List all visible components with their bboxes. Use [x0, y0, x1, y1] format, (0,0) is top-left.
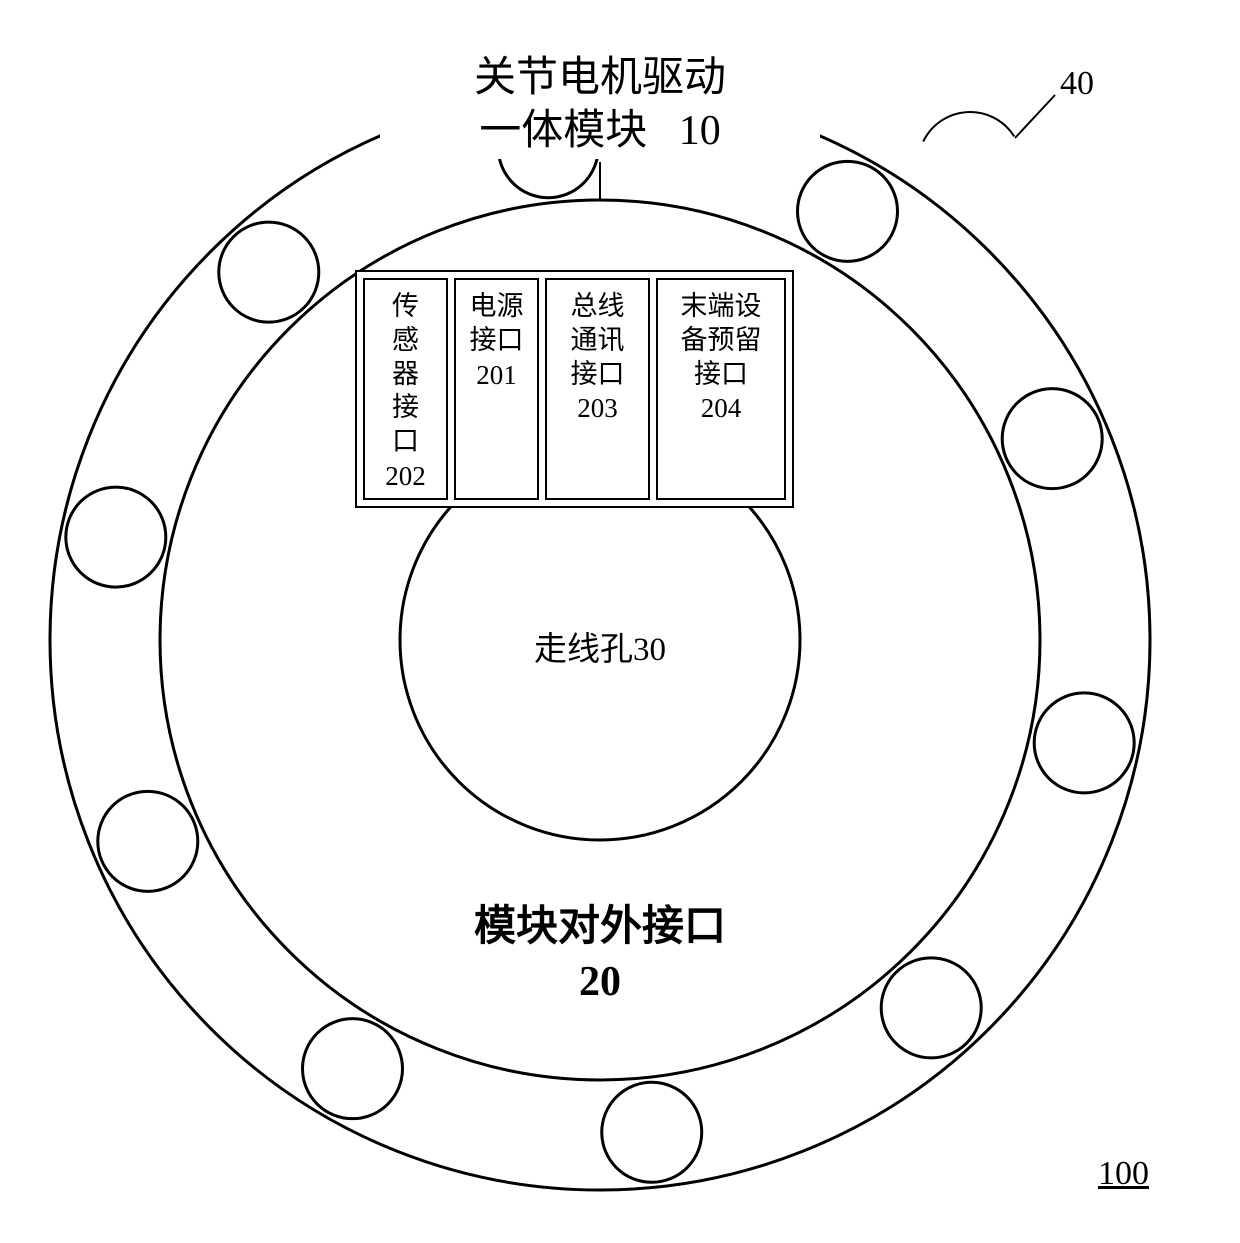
- interface-ref: 203: [577, 393, 618, 424]
- interface-box: 电源接口201: [454, 278, 539, 500]
- center-hole-text: 走线孔: [534, 632, 633, 668]
- figure-ref-100: 100: [1098, 1155, 1149, 1193]
- interface-ref: 201: [476, 360, 517, 391]
- module-interface-ref: 20: [400, 955, 800, 1010]
- interface-box: 传感器接口202: [363, 278, 448, 500]
- top-title: 关节电机驱动 一体模块 10: [380, 50, 820, 159]
- interface-box: 末端设备预留接口204: [656, 278, 786, 500]
- interface-label: 传感器接口: [392, 290, 419, 459]
- module-interface-text: 模块对外接口: [400, 900, 800, 955]
- interface-group: 传感器接口202电源接口201总线通讯接口203末端设备预留接口204: [355, 270, 794, 508]
- module-interface-label: 模块对外接口 20: [400, 900, 800, 1009]
- top-title-ref: 10: [679, 108, 721, 154]
- top-title-line2: 一体模块: [479, 108, 647, 154]
- interface-box: 总线通讯接口203: [545, 278, 650, 500]
- center-hole-ref: 30: [633, 632, 666, 668]
- callout-40-ref: 40: [1060, 65, 1094, 103]
- interface-label: 总线通讯接口: [571, 290, 625, 391]
- top-title-line1: 关节电机驱动: [474, 55, 726, 101]
- interface-ref: 202: [385, 461, 426, 492]
- interface-label: 电源接口: [470, 290, 524, 358]
- center-hole-label: 走线孔30: [490, 630, 710, 671]
- interface-label: 末端设备预留接口: [681, 290, 762, 391]
- interface-ref: 204: [701, 393, 742, 424]
